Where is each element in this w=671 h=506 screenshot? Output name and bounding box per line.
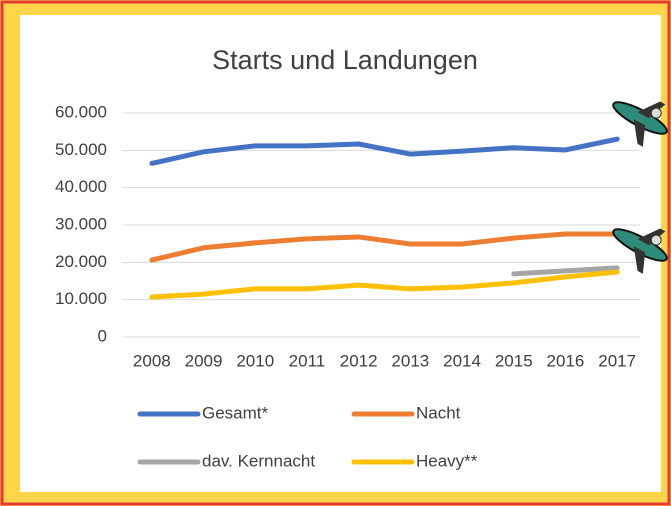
x-tick-label: 2013 <box>391 351 429 370</box>
y-tick-label: 40.000 <box>55 177 107 196</box>
legend-label: Nacht <box>416 403 461 422</box>
y-tick-label: 0 <box>98 326 107 345</box>
y-tick-label: 30.000 <box>55 214 107 233</box>
legend-label: dav. Kernnacht <box>202 451 315 470</box>
chart: Starts und Landungen 0 10.000 20.000 30.000… <box>0 0 671 506</box>
y-tick-label: 20.000 <box>55 252 107 271</box>
y-tick-label: 60.000 <box>55 102 107 121</box>
x-tick-label: 2010 <box>236 351 274 370</box>
x-tick-label: 2008 <box>133 351 171 370</box>
legend-label: Gesamt* <box>202 403 269 422</box>
y-tick-label: 50.000 <box>55 140 107 159</box>
legend-label: Heavy** <box>416 451 478 470</box>
x-tick-label: 2012 <box>340 351 378 370</box>
x-tick-label: 2015 <box>495 351 533 370</box>
x-tick-label: 2011 <box>289 351 326 370</box>
x-tick-label: 2014 <box>443 351 481 370</box>
panel <box>20 15 661 492</box>
y-tick-label: 10.000 <box>55 289 107 308</box>
x-tick-label: 2009 <box>185 351 223 370</box>
x-tick-label: 2017 <box>598 351 636 370</box>
chart-title: Starts und Landungen <box>212 45 478 75</box>
x-tick-label: 2016 <box>547 351 585 370</box>
